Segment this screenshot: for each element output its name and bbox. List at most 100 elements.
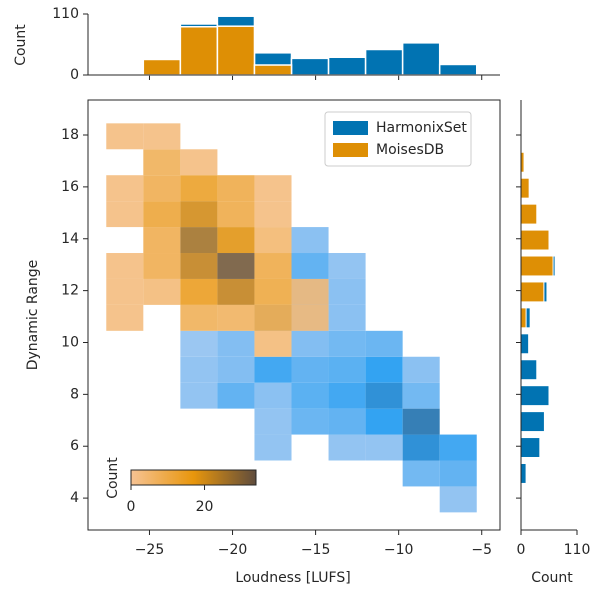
- heat-cell: [291, 356, 329, 383]
- heat-cell: [328, 408, 366, 435]
- heat-cell: [365, 434, 403, 461]
- right-hist-bar: [520, 333, 530, 355]
- right-hist-bar: [520, 411, 545, 433]
- heat-cell: [143, 175, 181, 202]
- x-axis-label: Loudness [LUFS]: [235, 570, 350, 586]
- y-tick-label: 14: [61, 231, 79, 247]
- heat-cell: [365, 330, 403, 357]
- heat-cell: [365, 382, 403, 409]
- heat-cell: [291, 227, 329, 254]
- heat-cell: [365, 356, 403, 383]
- right-x-tick-label: 110: [564, 542, 591, 558]
- top-y-axis-label: Count: [13, 24, 29, 66]
- heat-cell: [402, 460, 440, 487]
- top-hist-bar: [253, 64, 293, 76]
- plot-frame: [87, 99, 501, 531]
- legend-label: MoisesDB: [376, 142, 444, 158]
- legend-label: HarmonixSet: [376, 120, 467, 136]
- right-x-axis-label: Count: [531, 570, 573, 586]
- heat-cell: [439, 460, 477, 487]
- right-hist-bar: [520, 437, 541, 458]
- right-x-tick-label: 0: [517, 542, 526, 558]
- top-hist-bar: [179, 26, 219, 76]
- heat-cell: [402, 382, 440, 409]
- heat-cell: [254, 330, 292, 357]
- top-hist-bar: [438, 63, 478, 76]
- heat-cell: [180, 253, 218, 279]
- heat-cell: [217, 201, 255, 228]
- heat-cell: [217, 382, 255, 409]
- heat-cell: [143, 227, 181, 254]
- y-tick-label: 18: [61, 127, 79, 143]
- heat-cell: [254, 382, 292, 409]
- heat-cell: [328, 278, 366, 305]
- heat-cell: [254, 304, 292, 331]
- top-y-tick-label: 110: [52, 6, 79, 22]
- legend-swatch: [333, 121, 368, 135]
- top-hist-bar: [327, 56, 367, 76]
- heat-cell: [217, 175, 255, 202]
- heat-cell: [291, 278, 329, 305]
- heat-cell: [143, 253, 181, 279]
- y-tick-label: 4: [70, 490, 79, 506]
- heat-cell: [439, 434, 477, 461]
- heat-cell: [328, 330, 366, 357]
- y-tick-label: 16: [61, 179, 79, 195]
- heat-cell: [143, 123, 181, 150]
- x-tick-label: −5: [471, 542, 492, 558]
- y-axis-label: Dynamic Range: [25, 260, 41, 371]
- heat-cell: [291, 408, 329, 435]
- right-hist-bar: [520, 281, 545, 303]
- heat-cell: [180, 175, 218, 202]
- heat-cell: [143, 149, 181, 176]
- heat-cell: [328, 304, 366, 331]
- heat-cell: [328, 356, 366, 383]
- heat-cell: [328, 382, 366, 409]
- y-tick-label: 10: [61, 334, 79, 350]
- heat-cell: [217, 253, 255, 279]
- x-tick-label: −15: [301, 542, 331, 558]
- heat-cell: [143, 278, 181, 305]
- right-hist-bar: [520, 462, 527, 484]
- heat-cell: [180, 149, 218, 176]
- heat-cell: [254, 434, 292, 461]
- top-hist-bar: [216, 25, 256, 76]
- heat-cell: [106, 304, 144, 331]
- top-hist-bar: [401, 42, 441, 76]
- legend-swatch: [333, 143, 368, 157]
- heat-cell: [106, 123, 144, 150]
- heat-cell: [254, 408, 292, 435]
- heat-cell: [180, 356, 218, 383]
- heat-cell: [106, 253, 144, 279]
- heat-cell: [143, 201, 181, 228]
- top-y-tick-label: 0: [70, 67, 79, 83]
- heat-cell: [439, 486, 477, 513]
- heat-cell: [106, 278, 144, 305]
- heat-cell: [402, 356, 440, 383]
- heat-cell: [254, 356, 292, 383]
- heat-cell: [217, 227, 255, 254]
- heat-cell: [291, 330, 329, 357]
- heat-cell: [328, 434, 366, 461]
- heat-cell: [402, 434, 440, 461]
- colorbar-tick-label: 20: [196, 499, 214, 515]
- top-hist-bar: [142, 58, 182, 76]
- heat-cell: [365, 408, 403, 435]
- x-tick-label: −10: [384, 542, 414, 558]
- top-hist-bar: [364, 48, 404, 76]
- colorbar: [130, 469, 257, 486]
- right-hist-bar: [520, 359, 538, 381]
- heat-cell: [402, 408, 440, 435]
- heat-cell: [106, 201, 144, 228]
- right-hist-bar: [520, 177, 530, 199]
- heat-cell: [217, 304, 255, 331]
- heat-cell: [217, 356, 255, 383]
- heat-cell: [291, 304, 329, 331]
- heat-cell: [254, 175, 292, 202]
- y-tick-label: 6: [70, 438, 79, 454]
- heat-cell: [180, 330, 218, 357]
- heat-cell: [254, 278, 292, 305]
- heat-cell: [217, 278, 255, 305]
- heat-cell: [180, 278, 218, 305]
- y-tick-label: 8: [70, 386, 79, 402]
